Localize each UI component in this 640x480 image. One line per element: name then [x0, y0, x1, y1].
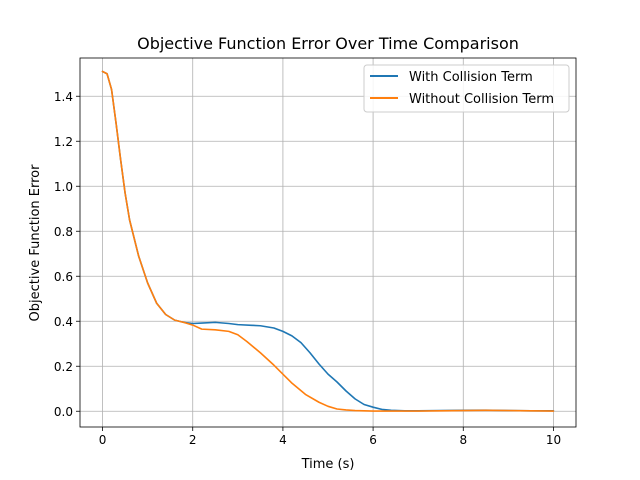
x-tick-label: 10	[546, 433, 561, 447]
y-tick-label: 1.4	[54, 90, 73, 104]
series-line-without-collision	[101, 70, 555, 412]
legend-box	[363, 64, 570, 113]
axes-frame	[79, 57, 577, 428]
legend-label-with-collision: With Collision Term	[409, 70, 533, 85]
x-tick-label: 4	[279, 433, 287, 447]
y-tick-label: 0.0	[54, 405, 73, 419]
y-tick-label: 1.2	[54, 135, 73, 149]
chart-title: Objective Function Error Over Time Compa…	[137, 34, 519, 53]
y-tick-label: 0.4	[54, 315, 73, 329]
x-axis-label: Time (s)	[301, 457, 355, 472]
x-tick-label: 8	[459, 433, 467, 447]
plot-area: 0 2 4 6 8 10 0.0 0.2 0.4 0.6 0.8 1.0 1.2 1.4	[54, 57, 577, 447]
x-tick-label: 2	[189, 433, 197, 447]
x-axis-ticks: 0 2 4 6 8 10	[99, 427, 561, 447]
y-tick-label: 0.8	[54, 225, 73, 239]
legend-label-without-collision: Without Collision Term	[409, 92, 554, 107]
legend: With Collision Term Without Collision Te…	[363, 64, 570, 113]
y-axis-label: Objective Function Error	[28, 164, 43, 322]
x-tick-label: 6	[369, 433, 377, 447]
y-tick-label: 0.2	[54, 360, 73, 374]
y-axis-ticks: 0.0 0.2 0.4 0.6 0.8 1.0 1.2 1.4	[54, 90, 80, 419]
grid-lines	[80, 58, 576, 427]
y-tick-label: 0.6	[54, 270, 73, 284]
series-layer	[101, 70, 555, 412]
x-tick-label: 0	[99, 433, 107, 447]
y-tick-label: 1.0	[54, 180, 73, 194]
